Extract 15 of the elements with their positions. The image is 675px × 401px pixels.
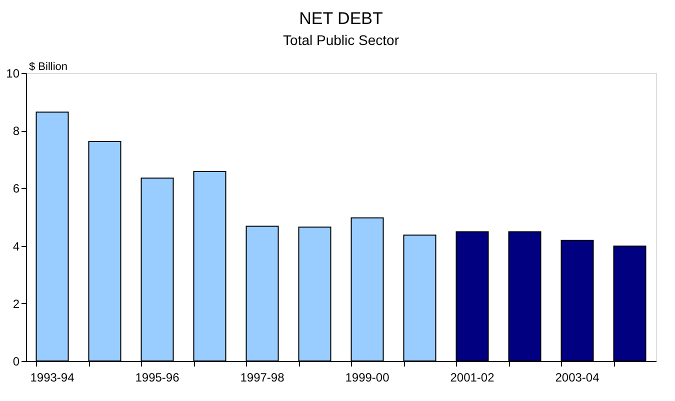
chart-subtitle: Total Public Sector (283, 32, 400, 48)
x-tick-label: 2003-04 (555, 370, 600, 384)
y-axis-title: $ Billion (29, 61, 68, 73)
x-tick-label: 1995-96 (135, 370, 180, 384)
x-tick-label: 1997-98 (240, 370, 285, 384)
y-tick-label: 6 (12, 182, 20, 196)
y-tick-label: 0 (12, 354, 20, 368)
chart-title: NET DEBT (299, 9, 383, 28)
y-tick-label: 4 (12, 239, 20, 254)
y-tick-label: 2 (12, 296, 20, 311)
x-tick-label: 1993-94 (30, 370, 75, 384)
y-tick-label: 8 (12, 124, 20, 138)
y-tick-label: 10 (6, 66, 20, 80)
x-tick-label: 2001-02 (450, 370, 495, 384)
x-tick-label: 1999-00 (345, 370, 390, 384)
